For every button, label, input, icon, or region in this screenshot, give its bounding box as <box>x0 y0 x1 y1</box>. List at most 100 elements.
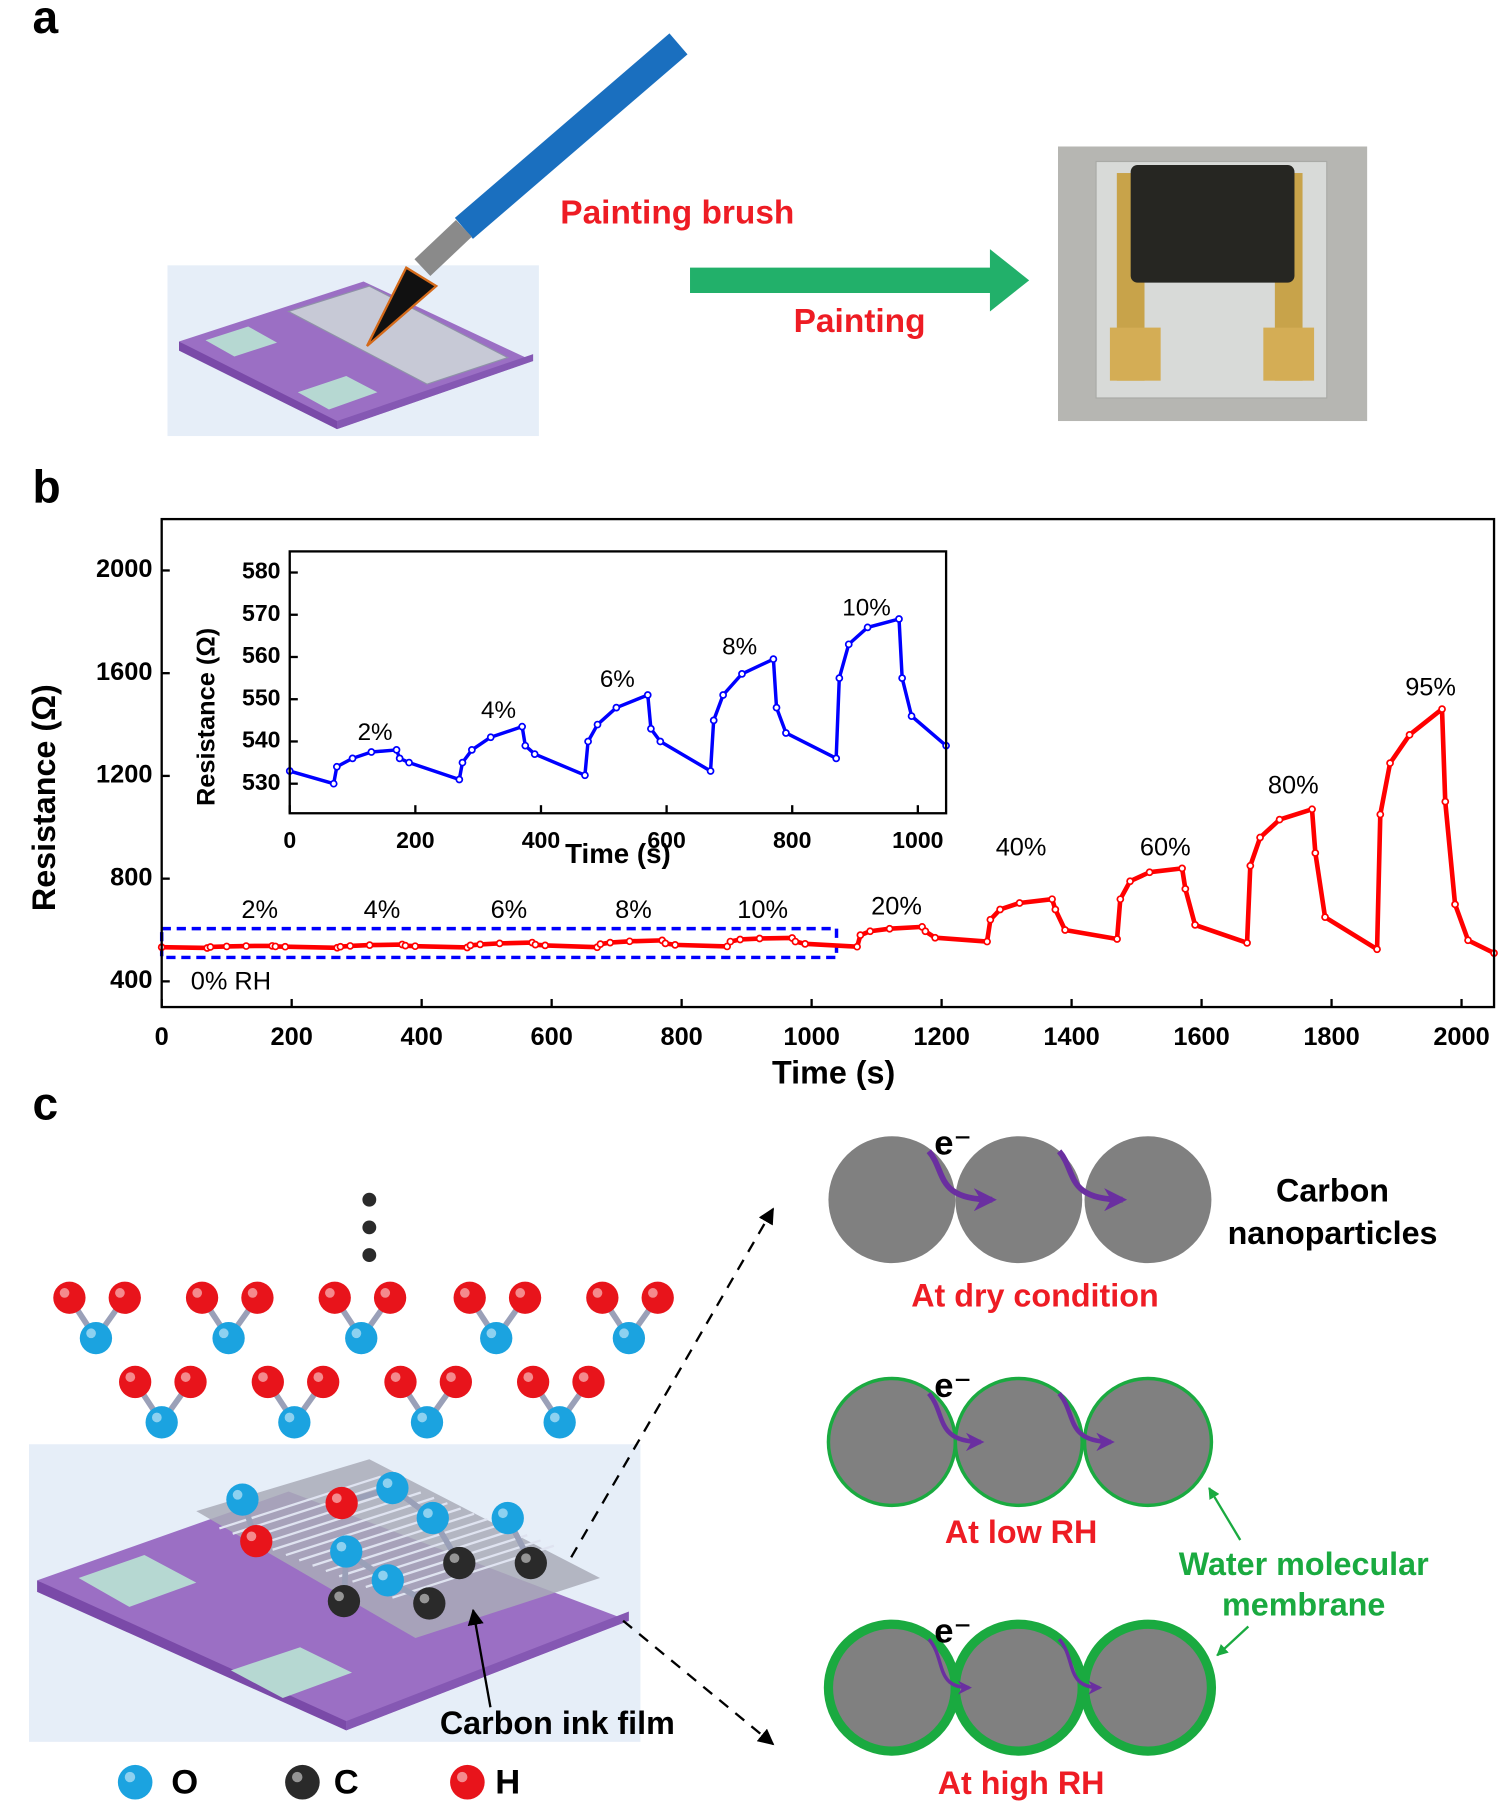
shape <box>178 341 338 430</box>
atom <box>439 1365 472 1399</box>
data-point <box>1126 877 1134 886</box>
atom-body <box>443 1546 476 1580</box>
atom-shine <box>592 1288 603 1298</box>
arrow-label: Painting <box>794 303 926 340</box>
data-point <box>1438 705 1446 714</box>
shape <box>454 33 688 239</box>
data-point <box>1015 899 1024 907</box>
panel-label: a <box>32 0 58 43</box>
condition-label: At low RH <box>945 1514 1097 1550</box>
atom-shine <box>180 1372 191 1382</box>
highlight-box <box>159 926 839 960</box>
atom <box>514 1546 547 1580</box>
atom <box>117 1764 153 1800</box>
data-point <box>476 940 485 949</box>
atom-body <box>453 1281 486 1314</box>
atom-shine <box>247 1288 258 1298</box>
atom-body <box>373 1281 407 1314</box>
atom-shine <box>449 1553 460 1564</box>
shape <box>337 354 534 430</box>
data-point <box>1145 868 1154 877</box>
electron-path <box>1057 1638 1103 1695</box>
atom-shine <box>459 1288 470 1298</box>
condition-label: At high RH <box>938 1765 1105 1801</box>
charts: 0 200 400 600 800 1000 1200 1400 1600 1800 2000400… <box>26 517 1498 1091</box>
atom-body <box>212 1321 245 1355</box>
data-point <box>348 754 357 763</box>
atom <box>376 1471 409 1505</box>
atom-shine <box>86 1328 96 1339</box>
atom <box>325 1486 358 1520</box>
atom-shine <box>619 1328 629 1339</box>
atom <box>612 1321 646 1355</box>
atom <box>413 1587 446 1620</box>
data-point <box>541 941 550 950</box>
data-point <box>1321 913 1329 922</box>
atom-shine <box>258 1372 268 1382</box>
atom-shine <box>284 1412 295 1423</box>
atom <box>240 1524 273 1558</box>
x-tick-label: 800 <box>660 1023 702 1051</box>
electrode-finger <box>232 1480 395 1535</box>
substrate-edge <box>37 1580 347 1731</box>
condition-label: At dry condition <box>911 1277 1158 1313</box>
atom-body <box>410 1406 444 1439</box>
data-point <box>242 942 251 950</box>
atom <box>480 1321 513 1355</box>
data-point <box>863 623 872 632</box>
y-tick-label: 800 <box>110 863 152 891</box>
y-axis-label: Resistance (Ω) <box>26 684 62 911</box>
atom-shine <box>325 1288 335 1298</box>
data-point <box>606 938 615 947</box>
atom-shine <box>151 1412 162 1423</box>
data-point <box>1051 905 1060 914</box>
atom-shine <box>351 1328 362 1339</box>
data-point <box>1048 895 1056 904</box>
atom-shine <box>549 1412 560 1423</box>
data-point <box>835 674 844 682</box>
atom-body <box>572 1365 605 1399</box>
atom <box>174 1365 207 1399</box>
data-point <box>801 940 809 948</box>
atom-body <box>586 1281 619 1314</box>
atom-shine <box>578 1372 589 1382</box>
atom-shine <box>292 1771 303 1783</box>
x-axis-label: Time (s) <box>772 1055 895 1091</box>
atom-shine <box>334 1591 344 1602</box>
panel-label: c <box>32 1078 58 1130</box>
electron-path <box>926 1149 997 1212</box>
atom-shine <box>378 1570 388 1581</box>
substrate-edge <box>346 1611 629 1731</box>
atom-shine <box>515 1288 526 1298</box>
atom <box>384 1365 417 1399</box>
annotation: 20% <box>871 893 922 921</box>
y-tick-label: 1600 <box>96 658 152 686</box>
annotation: 80% <box>1268 771 1319 799</box>
y-tick-label: 400 <box>110 966 152 994</box>
data-point <box>782 729 790 737</box>
x-tick-label: 1200 <box>913 1023 969 1051</box>
pointer <box>467 1608 492 1708</box>
atom-shine <box>380 1288 391 1298</box>
annotation: 6% <box>491 896 528 924</box>
data-point <box>1376 810 1385 819</box>
ellipsis-dot <box>362 1248 377 1262</box>
shape <box>297 376 378 410</box>
data-point <box>736 935 744 944</box>
data-point <box>518 722 526 731</box>
annotation: 10% <box>737 896 788 924</box>
legend-label: O <box>171 1764 198 1802</box>
arrow <box>690 249 1030 312</box>
y-axis-label: Resistance (Ω) <box>193 628 221 806</box>
data-point <box>866 927 874 936</box>
atom <box>371 1564 404 1597</box>
x-tick-label: 1400 <box>1043 1023 1099 1051</box>
atom <box>278 1406 311 1439</box>
membrane-pointer <box>1216 1625 1250 1657</box>
data-point <box>853 942 861 951</box>
annotation: 2% <box>358 719 393 746</box>
legend-label: H <box>495 1764 520 1802</box>
data-point <box>367 748 376 756</box>
data-point <box>898 674 907 682</box>
